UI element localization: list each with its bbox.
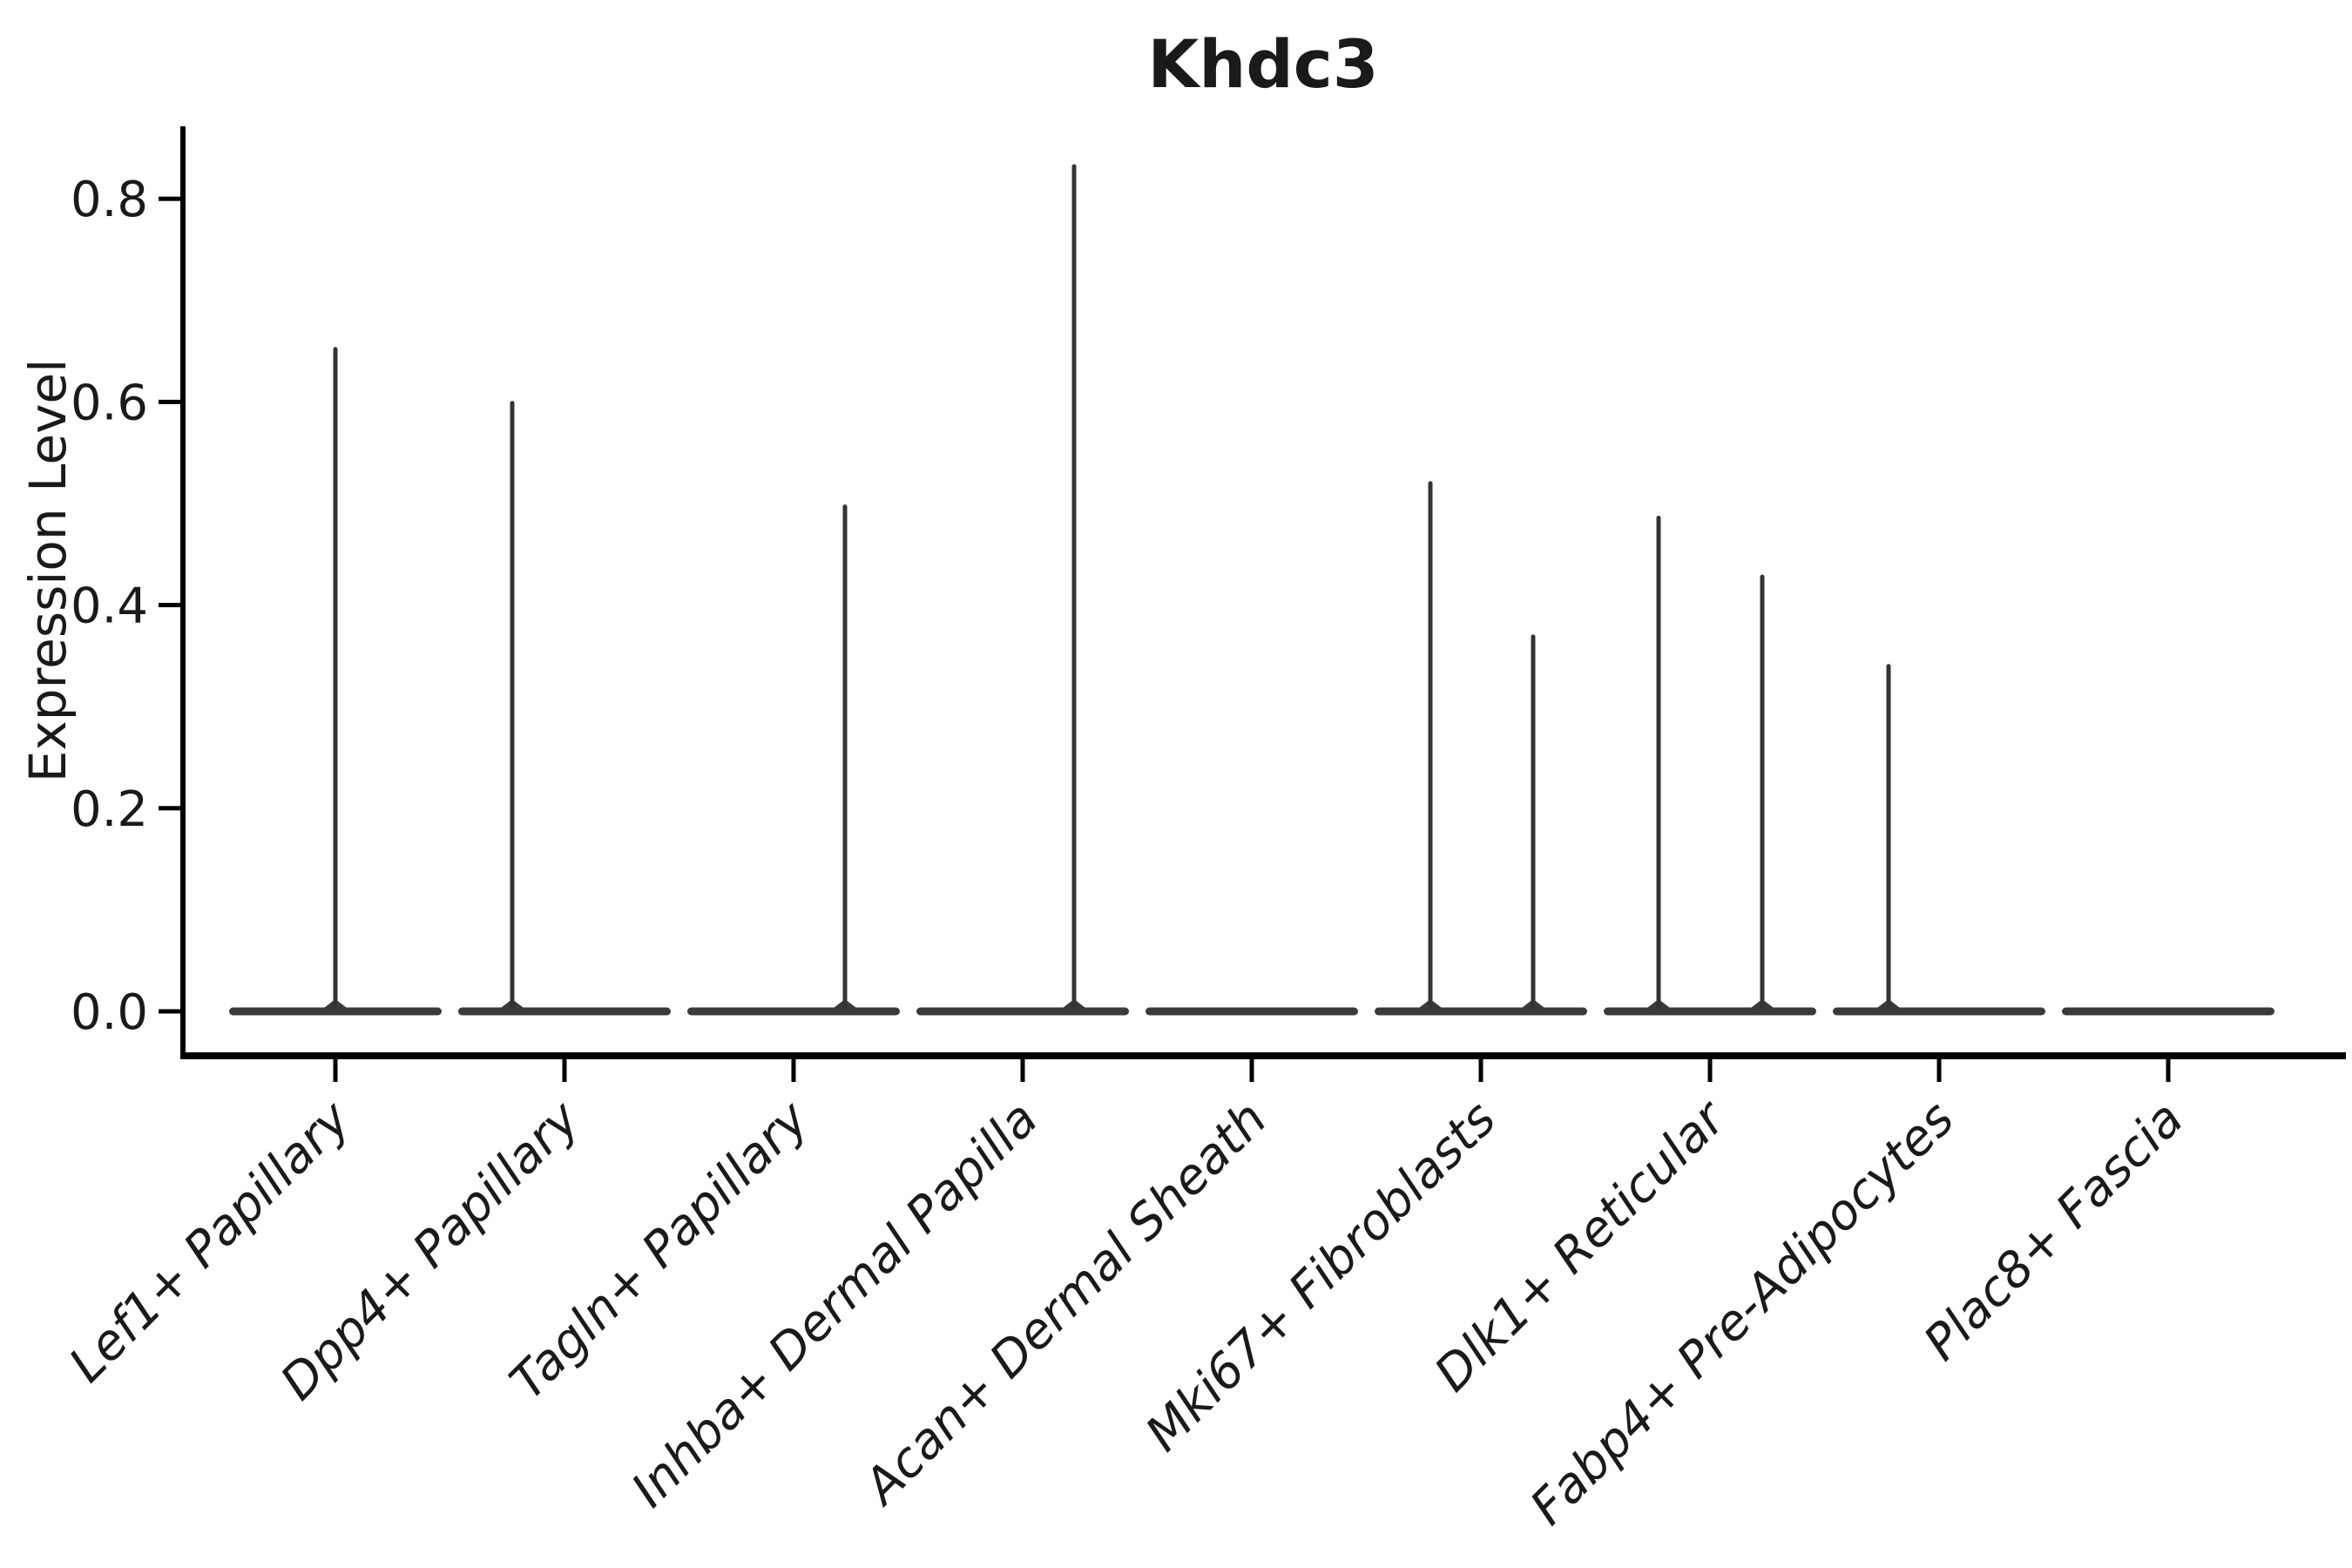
y-tick-label: 0.6 xyxy=(71,375,148,431)
x-tick-mark xyxy=(1936,1059,1942,1082)
x-tick-label: Fabp4+ Pre-Adipocytes xyxy=(1520,1091,1965,1536)
violin-spike xyxy=(842,504,848,1010)
x-tick-mark xyxy=(1478,1059,1484,1082)
axes-layer xyxy=(159,126,2346,1082)
violin-body xyxy=(2062,1007,2274,1016)
violin-spike xyxy=(1886,664,1891,1010)
y-tick-mark xyxy=(159,196,180,201)
violin-spike xyxy=(1428,481,1433,1010)
violin-body xyxy=(687,1007,900,1016)
x-tick-mark xyxy=(562,1059,567,1082)
violin-body xyxy=(229,1007,442,1016)
violin-body xyxy=(1375,1007,1587,1016)
chart-title: Khdc3 xyxy=(1147,25,1378,103)
violin-spike xyxy=(510,401,515,1010)
x-tick-mark xyxy=(1707,1059,1713,1082)
y-tick-mark xyxy=(159,806,180,811)
x-tick-mark xyxy=(1249,1059,1254,1082)
y-axis-label: Expression Level xyxy=(18,359,78,782)
y-tick-label: 0.8 xyxy=(71,172,148,228)
violin-spike xyxy=(1531,634,1536,1010)
violin-body xyxy=(1604,1007,1816,1016)
violin-layer xyxy=(229,164,2274,1016)
violin-body xyxy=(1833,1007,2045,1016)
x-tick-label: Inhba+ Dermal Papilla xyxy=(621,1091,1049,1518)
y-tick-mark xyxy=(159,399,180,404)
violin-spike xyxy=(1760,574,1765,1010)
y-tick-mark xyxy=(159,603,180,608)
x-tick-mark xyxy=(1020,1059,1025,1082)
y-axis-spine xyxy=(180,126,186,1059)
violin-spike xyxy=(1071,164,1077,1010)
x-tick-mark xyxy=(791,1059,796,1082)
y-tick-label: 0.0 xyxy=(71,984,148,1041)
x-axis-spine xyxy=(180,1052,2346,1059)
violin-spike xyxy=(1656,515,1661,1010)
y-tick-mark xyxy=(159,1009,180,1014)
violin-body xyxy=(916,1007,1129,1016)
y-tick-label: 0.4 xyxy=(71,578,148,635)
violin-spike xyxy=(333,347,338,1010)
violin-body xyxy=(1146,1007,1358,1016)
x-tick-label: Acan+ Dermal Sheath xyxy=(852,1091,1278,1517)
violin-body xyxy=(458,1007,671,1016)
y-tick-label: 0.2 xyxy=(71,781,148,838)
x-tick-mark xyxy=(333,1059,338,1082)
x-tick-mark xyxy=(2166,1059,2171,1082)
